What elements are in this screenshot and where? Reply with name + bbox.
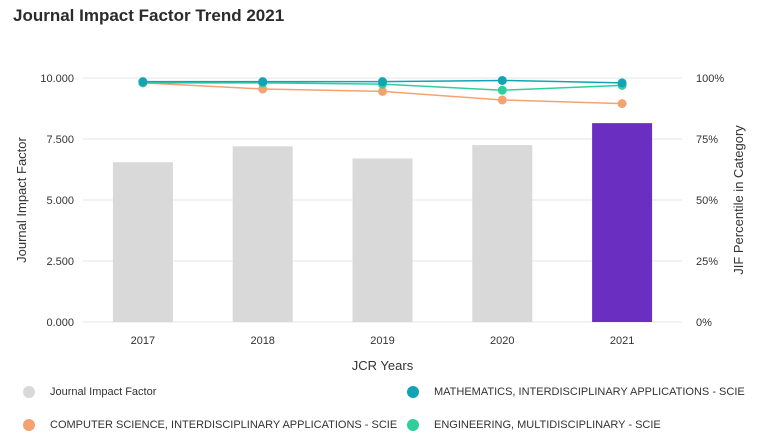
jif-trend-chart: 0.000 2.500 5.000 7.500 10.000 0% 25% 50% 75% 100… [14, 73, 746, 373]
bar-2020 [472, 145, 533, 322]
series-1-point [497, 85, 507, 95]
y-tick-label: 7.500 [46, 134, 74, 146]
x-tick-label: 2019 [370, 335, 394, 347]
series-2-point [258, 77, 268, 87]
legend-item-engineering[interactable]: ENGINEERING, MULTIDISCIPLINARY - SCIE [407, 419, 661, 431]
legend-label-jif: Journal Impact Factor [50, 386, 157, 398]
legend-swatch-jif [23, 386, 35, 398]
series-2-point [497, 75, 507, 85]
legend-swatch-cs [23, 419, 35, 431]
y2-tick-label: 0% [696, 317, 712, 329]
bar-2021 [592, 123, 653, 322]
y2-axis-title: JIF Percentile in Category [731, 125, 746, 275]
legend-item-computer-science[interactable]: COMPUTER SCIENCE, INTERDISCIPLINARY APPL… [23, 419, 397, 431]
series-2-point [138, 77, 148, 87]
y-tick-label: 2.500 [46, 256, 74, 268]
legend-item-journal-impact-factor[interactable]: Journal Impact Factor [23, 386, 156, 398]
series-2-point [617, 78, 627, 88]
x-axis-title: JCR Years [352, 358, 414, 373]
x-tick-label: 2020 [490, 335, 514, 347]
series-0-point [617, 99, 627, 109]
legend-label-eng: ENGINEERING, MULTIDISCIPLINARY - SCIE [434, 419, 661, 431]
y-tick-label: 5.000 [46, 195, 74, 207]
y2-tick-label: 25% [696, 256, 718, 268]
y-tick-label: 0.000 [46, 317, 74, 329]
x-tick-label: 2017 [131, 335, 155, 347]
series-2-point [378, 77, 387, 87]
y2-tick-label: 75% [696, 134, 718, 146]
y2-tick-label: 100% [696, 73, 724, 85]
y-tick-label: 10.000 [40, 73, 74, 85]
series-0-point [497, 95, 507, 105]
legend-label-math: MATHEMATICS, INTERDISCIPLINARY APPLICATI… [434, 386, 745, 398]
x-tick-label: 2021 [610, 335, 634, 347]
y-axis-title: Journal Impact Factor [14, 136, 29, 262]
legend-swatch-eng [407, 419, 419, 431]
bar-2017 [112, 162, 173, 322]
legend-swatch-math [407, 386, 419, 398]
bar-2018 [232, 146, 293, 322]
y2-tick-label: 50% [696, 195, 718, 207]
chart-title: Journal Impact Factor Trend 2021 [13, 6, 285, 25]
bar-2019 [352, 158, 413, 322]
x-tick-label: 2018 [250, 335, 274, 347]
legend-item-mathematics[interactable]: MATHEMATICS, INTERDISCIPLINARY APPLICATI… [407, 386, 745, 398]
series-0-point [378, 86, 387, 96]
legend-label-cs: COMPUTER SCIENCE, INTERDISCIPLINARY APPL… [50, 419, 398, 431]
